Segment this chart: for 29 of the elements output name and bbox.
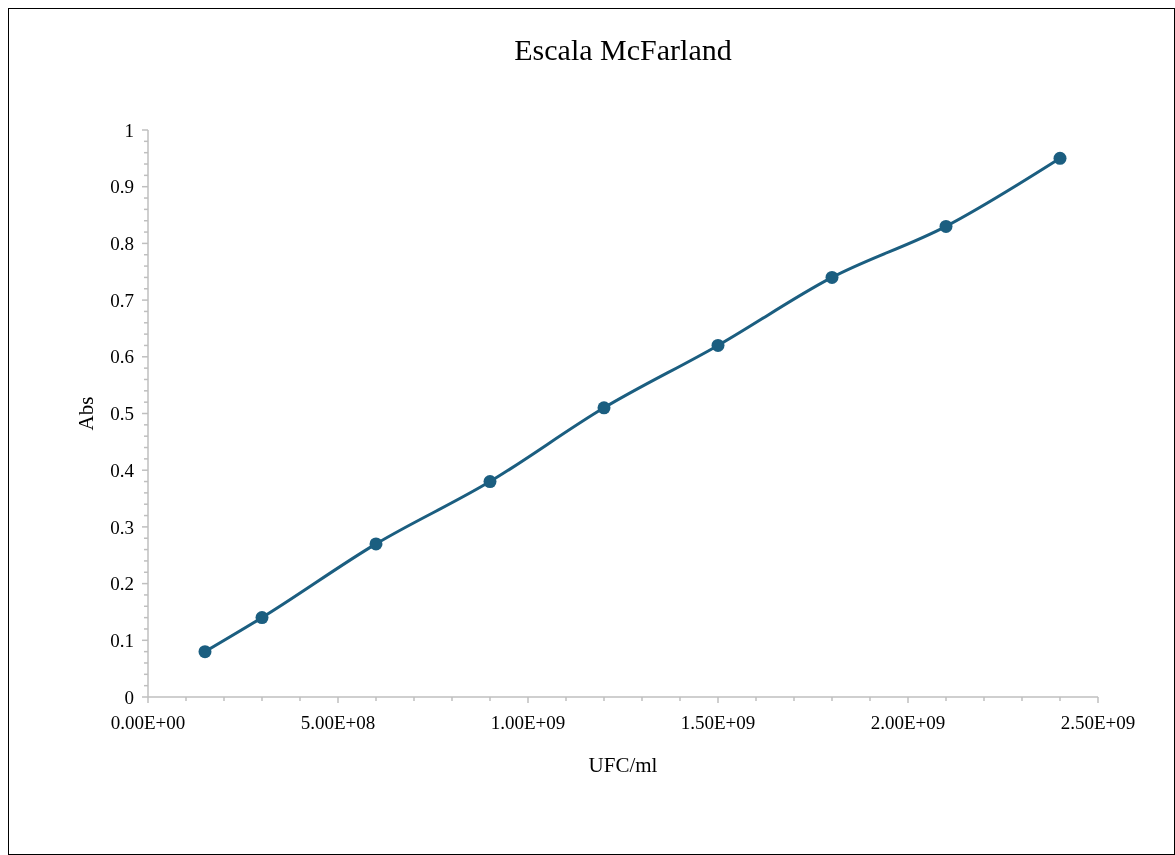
y-axis-title: Abs [74,396,98,431]
point [369,537,383,551]
x-tick-label: 1.50E+09 [680,712,756,733]
x-tick-label: 2.50E+09 [1060,712,1136,733]
point [711,338,725,352]
y-tick-label: 0.9 [110,176,134,198]
y-tick-label: 0.5 [110,403,134,425]
point [939,219,953,233]
y-tick-label: 0.3 [110,516,134,538]
y-tick-label: 0 [124,686,134,708]
point [1053,151,1067,165]
point [198,645,212,659]
point [597,401,611,415]
point [255,611,269,625]
x-tick-label: 1.00E+09 [490,712,566,733]
x-axis-title: UFC/ml [588,753,658,777]
y-tick-label: 0.6 [110,346,134,368]
y-tick-label: 0.1 [110,629,134,651]
y-tick-label: 1 [124,119,134,141]
y-tick-label: 0.4 [110,459,135,481]
y-tick-label: 0.2 [110,573,134,595]
point [825,270,839,284]
chart-title: Escala McFarland [514,33,732,66]
x-tick-label: 5.00E+08 [300,712,376,733]
y-tick-label: 0.8 [110,233,134,255]
x-tick-label: 2.00E+09 [870,712,946,733]
y-tick-label: 0.7 [110,289,134,311]
x-tick-label: 0.00E+00 [110,712,186,733]
point [483,475,497,489]
